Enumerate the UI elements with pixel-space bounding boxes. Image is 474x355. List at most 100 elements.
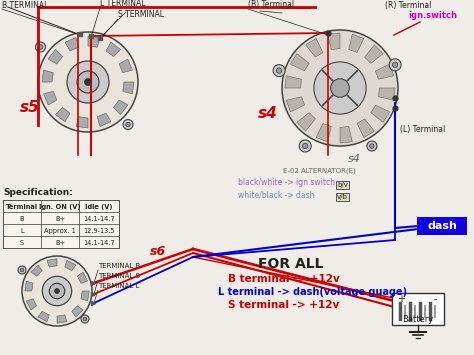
Text: v/b: v/b — [337, 194, 348, 200]
Text: Terminal: Terminal — [6, 204, 38, 209]
Text: 14.1-14.7: 14.1-14.7 — [83, 240, 115, 246]
Text: FOR ALL: FOR ALL — [258, 257, 323, 271]
Text: L TERMINAL: L TERMINAL — [100, 0, 146, 8]
Text: S terminal -> +12v: S terminal -> +12v — [228, 300, 339, 310]
Text: TERMINAL S: TERMINAL S — [98, 273, 140, 279]
Circle shape — [123, 120, 133, 130]
Text: ign.switch: ign.switch — [408, 11, 457, 20]
Circle shape — [389, 59, 401, 71]
Text: s4: s4 — [258, 106, 278, 121]
Circle shape — [20, 268, 24, 272]
Text: B TERMINAL: B TERMINAL — [2, 1, 48, 10]
Polygon shape — [357, 119, 374, 138]
Polygon shape — [113, 100, 128, 115]
Polygon shape — [285, 76, 301, 88]
Text: s6: s6 — [150, 245, 166, 258]
Polygon shape — [57, 315, 67, 323]
Text: 12.9-13.5: 12.9-13.5 — [83, 228, 115, 234]
Circle shape — [77, 71, 99, 93]
Polygon shape — [328, 33, 340, 50]
Circle shape — [314, 62, 366, 114]
Polygon shape — [340, 126, 352, 143]
Circle shape — [49, 283, 64, 299]
Text: (B) Terminal: (B) Terminal — [248, 0, 294, 9]
Circle shape — [38, 32, 138, 132]
Text: (L) Terminal: (L) Terminal — [400, 125, 445, 134]
Circle shape — [282, 30, 398, 146]
Bar — [392, 293, 444, 325]
Text: black/white -> ign.switch: black/white -> ign.switch — [238, 178, 335, 187]
Polygon shape — [44, 91, 57, 105]
Polygon shape — [378, 88, 395, 100]
Circle shape — [36, 42, 46, 52]
Text: Specification:: Specification: — [3, 188, 73, 197]
Circle shape — [276, 68, 282, 73]
Text: B+: B+ — [55, 215, 65, 222]
Text: white/black -> dash: white/black -> dash — [238, 190, 315, 199]
Circle shape — [273, 65, 285, 77]
Text: L: L — [20, 228, 24, 234]
Circle shape — [84, 78, 91, 86]
Polygon shape — [106, 42, 120, 56]
Polygon shape — [375, 64, 394, 79]
Text: b/v: b/v — [337, 182, 348, 188]
Circle shape — [126, 122, 130, 127]
Polygon shape — [306, 38, 323, 57]
Text: L terminal -> dash(voltage guage): L terminal -> dash(voltage guage) — [218, 287, 407, 297]
Polygon shape — [119, 59, 132, 73]
Text: S TERMINAL: S TERMINAL — [118, 10, 164, 19]
Text: B+: B+ — [55, 240, 65, 246]
Text: B terminal -> +12v: B terminal -> +12v — [228, 274, 340, 284]
Text: Battery: Battery — [402, 316, 434, 324]
Circle shape — [55, 289, 59, 294]
Circle shape — [367, 141, 377, 151]
Polygon shape — [47, 259, 57, 267]
Polygon shape — [97, 113, 111, 126]
Polygon shape — [371, 105, 390, 122]
Polygon shape — [65, 38, 79, 51]
Circle shape — [81, 315, 89, 323]
Polygon shape — [76, 117, 88, 128]
Text: TERMINAL B: TERMINAL B — [98, 263, 140, 269]
Text: s5: s5 — [20, 100, 40, 115]
Polygon shape — [297, 113, 315, 131]
Polygon shape — [25, 281, 33, 291]
Polygon shape — [55, 108, 70, 122]
Circle shape — [22, 256, 92, 326]
Polygon shape — [38, 311, 49, 322]
Polygon shape — [286, 97, 304, 112]
Circle shape — [299, 140, 311, 152]
Polygon shape — [27, 299, 36, 310]
Text: (R) Terminal: (R) Terminal — [385, 1, 431, 10]
Polygon shape — [77, 272, 88, 283]
Circle shape — [302, 143, 308, 149]
Polygon shape — [48, 49, 63, 64]
Circle shape — [370, 144, 374, 148]
Polygon shape — [31, 265, 42, 276]
Polygon shape — [81, 291, 89, 301]
Circle shape — [83, 317, 87, 321]
Polygon shape — [88, 36, 100, 47]
Polygon shape — [65, 260, 76, 271]
Bar — [3, 200, 119, 248]
Polygon shape — [365, 45, 383, 64]
Text: TERMINAL L: TERMINAL L — [98, 283, 139, 289]
Text: s4: s4 — [348, 154, 361, 164]
Text: +: + — [397, 294, 405, 304]
Polygon shape — [72, 306, 83, 317]
Polygon shape — [42, 70, 53, 82]
Circle shape — [38, 45, 43, 49]
Text: Approx. 1: Approx. 1 — [44, 228, 76, 234]
Polygon shape — [316, 124, 331, 142]
Text: Idle (V): Idle (V) — [85, 204, 113, 209]
Circle shape — [18, 266, 26, 274]
Text: Ign. ON (V): Ign. ON (V) — [39, 204, 81, 209]
Text: 14.1-14.7: 14.1-14.7 — [83, 215, 115, 222]
FancyBboxPatch shape — [417, 217, 467, 235]
Circle shape — [392, 62, 398, 67]
Polygon shape — [349, 34, 364, 53]
Circle shape — [42, 276, 72, 306]
Text: -: - — [433, 294, 437, 304]
Text: S: S — [20, 240, 24, 246]
Text: E-02 ALTERNATOR(E): E-02 ALTERNATOR(E) — [283, 167, 356, 174]
